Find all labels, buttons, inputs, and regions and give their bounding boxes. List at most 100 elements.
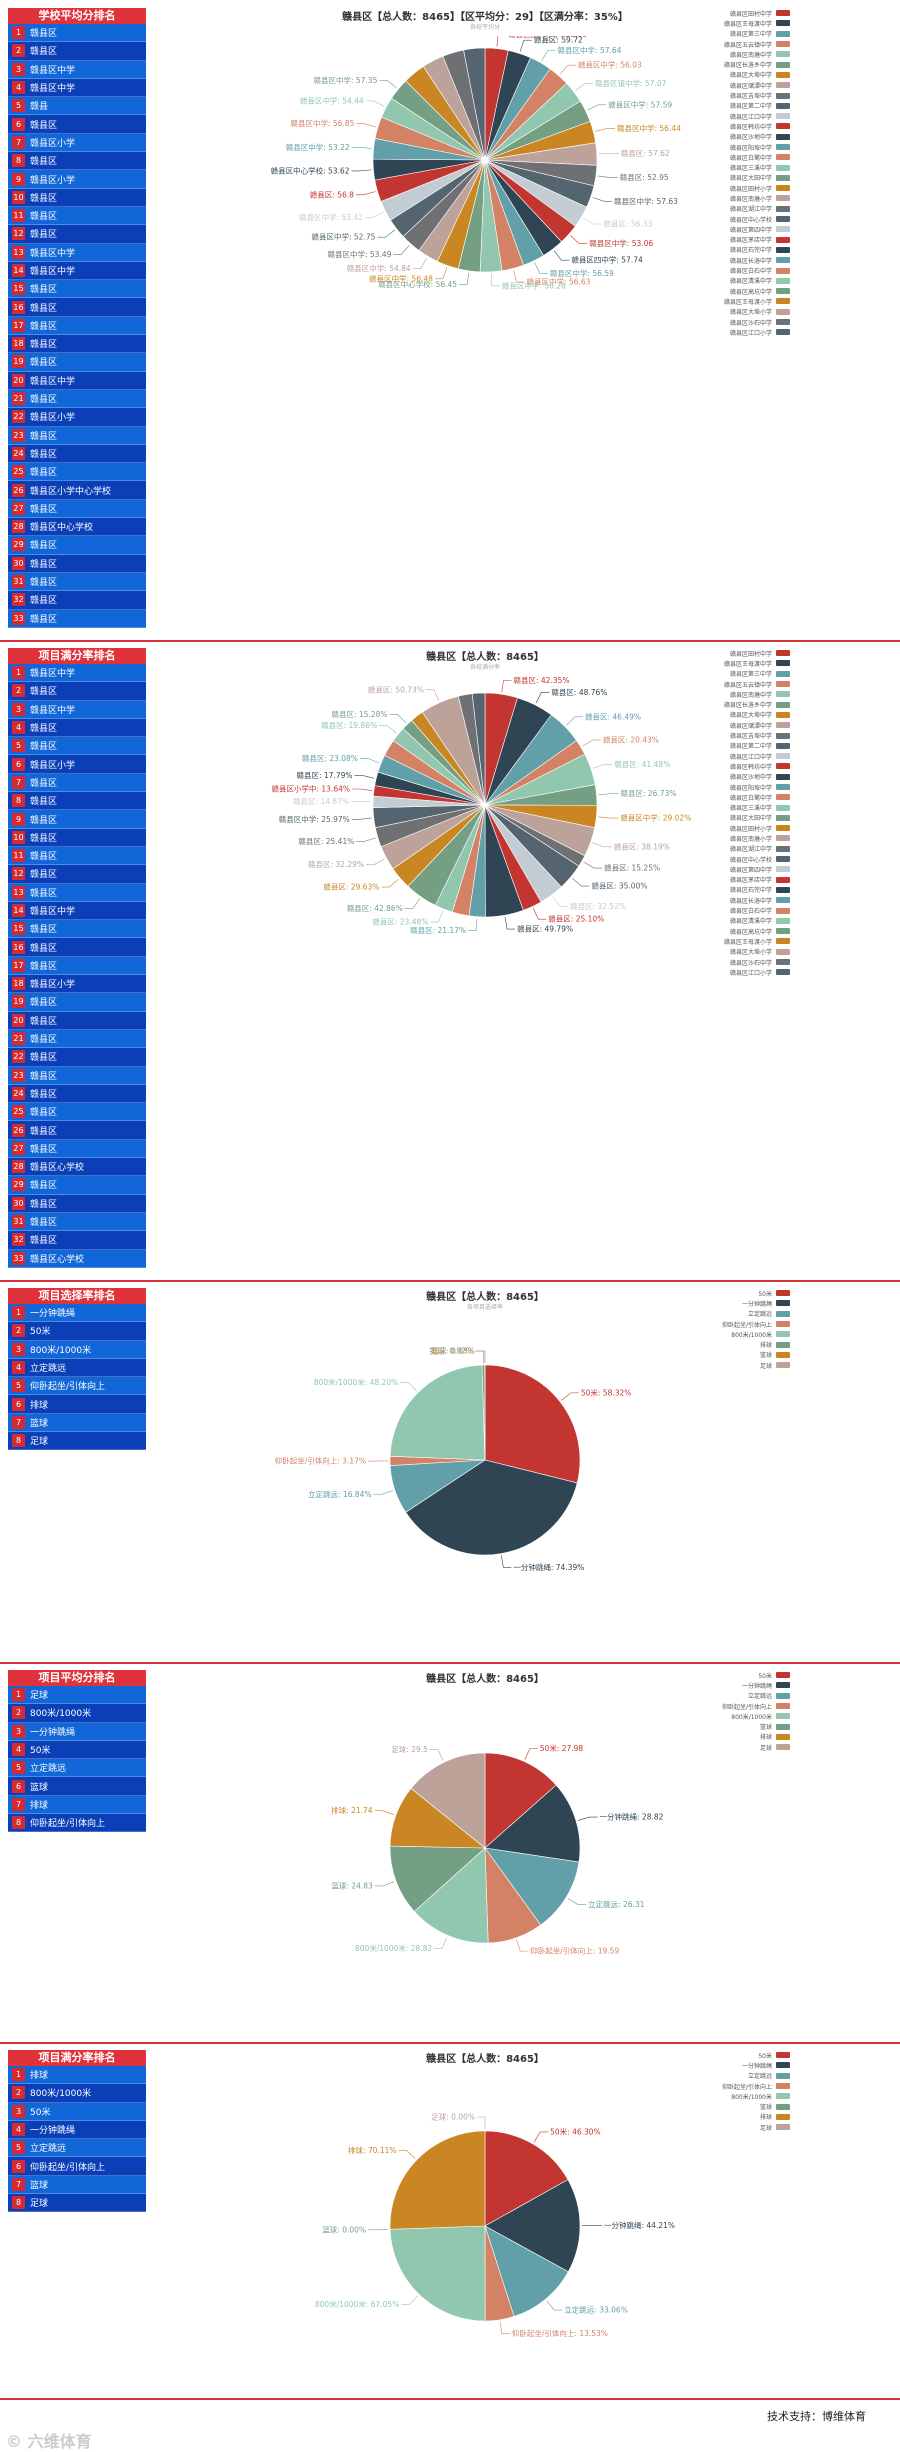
pie-slice[interactable] (390, 1365, 485, 1460)
legend-item[interactable]: 50米 (722, 2050, 790, 2060)
legend-item[interactable]: 50米 (722, 1288, 790, 1298)
pie-slice[interactable] (390, 2226, 485, 2321)
legend-item[interactable]: 赣县区田村中学 (724, 648, 790, 658)
legend-item[interactable]: 50米 (722, 1670, 790, 1680)
legend-item[interactable]: 一分钟跳绳 (722, 1680, 790, 1690)
legend-item[interactable]: 一分钟跳绳 (722, 2060, 790, 2070)
legend-item[interactable]: 赣县区田村中学 (724, 8, 790, 18)
pie-slice[interactable] (390, 2131, 485, 2229)
legend-item[interactable]: 赣县区王母渡中学 (724, 18, 790, 28)
legend-item[interactable]: 赣县区王母渡中学 (724, 658, 790, 668)
